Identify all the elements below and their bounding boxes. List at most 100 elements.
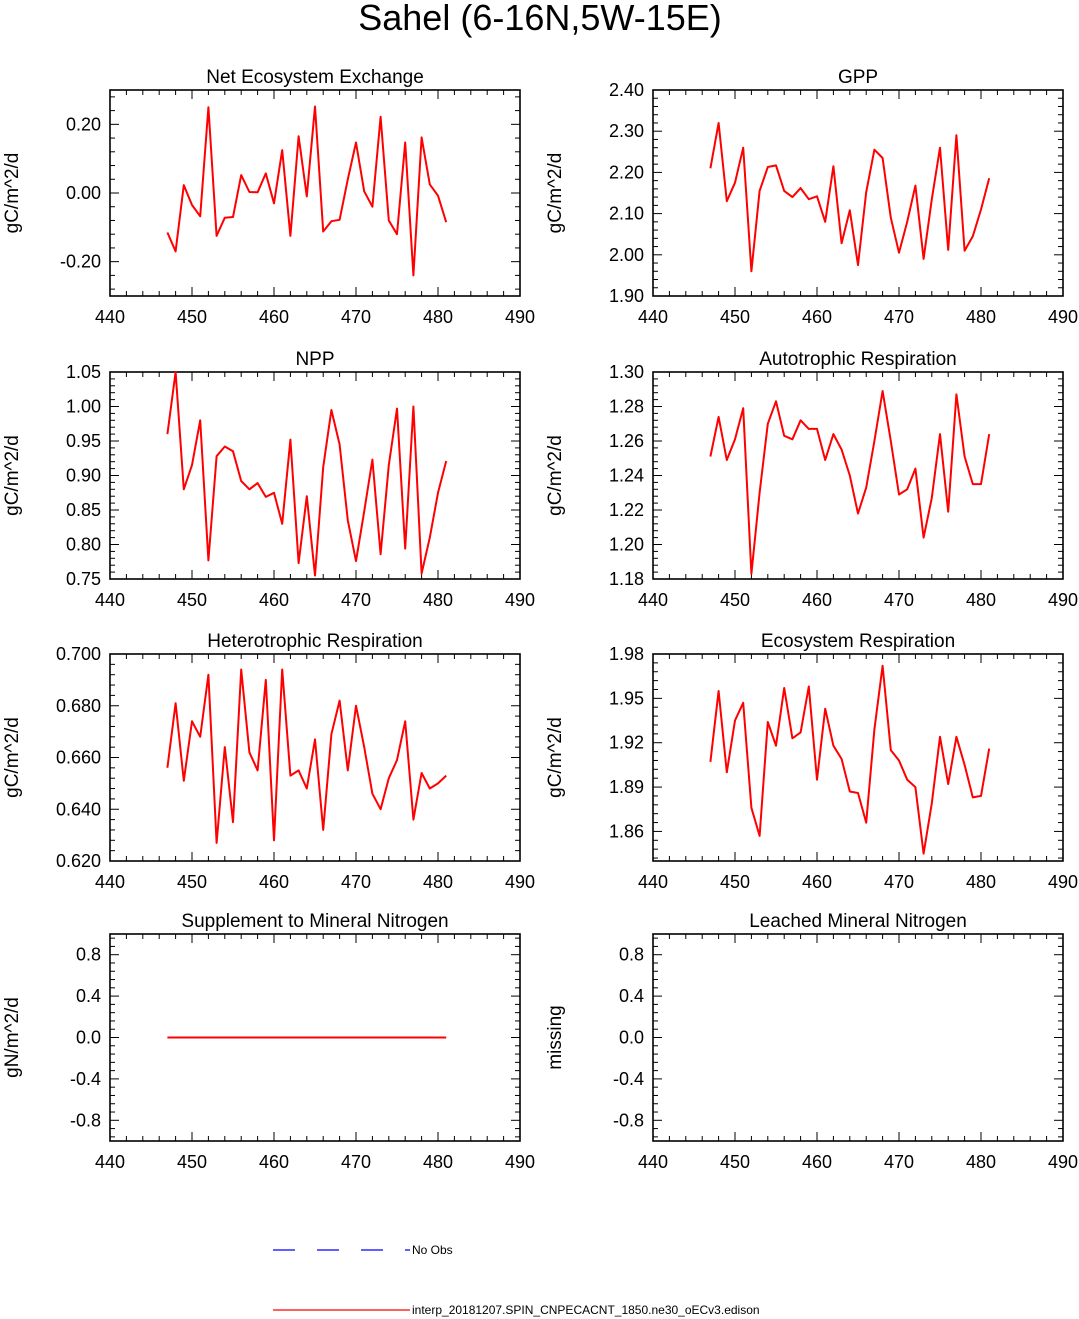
y-tick-label: 0.680 bbox=[56, 696, 101, 716]
x-tick-label: 490 bbox=[1048, 1152, 1078, 1172]
y-tick-label: 1.28 bbox=[609, 397, 644, 417]
y-tick-label: 0.75 bbox=[66, 569, 101, 589]
panel-4: Autotrophic Respiration 440 450 460 470 480 49… bbox=[545, 349, 1078, 610]
panel-title: Heterotrophic Respiration bbox=[207, 631, 422, 652]
panel-title: Autotrophic Respiration bbox=[759, 349, 957, 370]
x-tick-label: 480 bbox=[966, 872, 996, 892]
y-tick-label: 1.22 bbox=[609, 500, 644, 520]
x-tick-label: 440 bbox=[95, 872, 125, 892]
series-line bbox=[709, 390, 991, 575]
y-tick-label: 0.20 bbox=[66, 114, 101, 134]
y-axis-label: gC/m^2/d bbox=[545, 717, 566, 798]
y-axis-label: gC/m^2/d bbox=[2, 153, 23, 234]
y-tick-label: 0.85 bbox=[66, 500, 101, 520]
x-tick-label: 450 bbox=[177, 590, 207, 610]
y-tick-label: 0.8 bbox=[619, 945, 644, 965]
series-line bbox=[709, 122, 991, 273]
x-tick-label: 480 bbox=[423, 872, 453, 892]
x-tick-label: 440 bbox=[95, 1152, 125, 1172]
y-tick-label: 2.40 bbox=[609, 80, 644, 100]
panel-5: Heterotrophic Respiration 440 450 460 470 480… bbox=[2, 631, 535, 892]
x-tick-label: 470 bbox=[884, 872, 914, 892]
panel-title: Ecosystem Respiration bbox=[761, 631, 955, 652]
x-tick-label: 470 bbox=[884, 590, 914, 610]
plot-frame bbox=[652, 371, 1064, 580]
y-tick-label: 2.00 bbox=[609, 245, 644, 265]
legend: No Obs interp_20181207.SPIN_CNPECACNT_18… bbox=[273, 1243, 760, 1317]
y-tick-label: -0.4 bbox=[613, 1069, 644, 1089]
plot-frame bbox=[652, 653, 1064, 862]
y-tick-label: 1.05 bbox=[66, 362, 101, 382]
y-tick-label: 1.20 bbox=[609, 535, 644, 555]
x-tick-label: 480 bbox=[966, 307, 996, 327]
x-tick-label: 480 bbox=[423, 307, 453, 327]
y-tick-label: 1.98 bbox=[609, 644, 644, 664]
x-tick-label: 490 bbox=[1048, 307, 1078, 327]
y-tick-label: 0.0 bbox=[76, 1028, 101, 1048]
plot-frame bbox=[652, 89, 1064, 297]
x-tick-label: 460 bbox=[802, 872, 832, 892]
y-tick-label: 2.30 bbox=[609, 121, 644, 141]
y-tick-label: 2.20 bbox=[609, 162, 644, 182]
y-tick-label: 1.86 bbox=[609, 821, 644, 841]
panel-title: Supplement to Mineral Nitrogen bbox=[181, 911, 448, 932]
x-tick-label: 460 bbox=[259, 1152, 289, 1172]
panel-title: Net Ecosystem Exchange bbox=[206, 67, 424, 88]
y-tick-label: 0.00 bbox=[66, 183, 101, 203]
x-tick-label: 460 bbox=[259, 307, 289, 327]
y-tick-label: 2.10 bbox=[609, 204, 644, 224]
x-tick-label: 470 bbox=[341, 590, 371, 610]
x-tick-label: 490 bbox=[505, 307, 535, 327]
y-tick-label: 0.80 bbox=[66, 535, 101, 555]
y-axis-label: gC/m^2/d bbox=[2, 717, 23, 798]
x-tick-label: 450 bbox=[720, 872, 750, 892]
y-tick-label: 1.90 bbox=[609, 286, 644, 306]
y-tick-label: 1.30 bbox=[609, 362, 644, 382]
x-tick-label: 460 bbox=[259, 872, 289, 892]
panel-6: Ecosystem Respiration 440 450 460 470 480 490 1… bbox=[545, 631, 1078, 892]
series-line bbox=[166, 105, 448, 277]
legend-obs-label: No Obs bbox=[412, 1243, 453, 1257]
x-tick-label: 460 bbox=[802, 590, 832, 610]
series-line bbox=[709, 664, 991, 855]
panel-7: Supplement to Mineral Nitrogen 440 450 460 4… bbox=[2, 911, 535, 1172]
series-line bbox=[166, 371, 448, 577]
x-tick-label: 470 bbox=[341, 307, 371, 327]
y-tick-label: 0.0 bbox=[619, 1028, 644, 1048]
x-tick-label: 450 bbox=[720, 1152, 750, 1172]
x-tick-label: 450 bbox=[177, 307, 207, 327]
y-axis-label: gC/m^2/d bbox=[545, 435, 566, 516]
x-tick-label: 440 bbox=[95, 307, 125, 327]
series-line bbox=[166, 668, 447, 844]
x-tick-label: 440 bbox=[638, 590, 668, 610]
x-tick-label: 470 bbox=[884, 1152, 914, 1172]
plot-frame bbox=[109, 653, 521, 862]
x-tick-label: 450 bbox=[720, 307, 750, 327]
plot-frame bbox=[652, 933, 1064, 1142]
y-tick-label: 1.95 bbox=[609, 688, 644, 708]
y-tick-label: 0.620 bbox=[56, 851, 101, 871]
y-tick-label: 1.89 bbox=[609, 777, 644, 797]
x-tick-label: 480 bbox=[423, 590, 453, 610]
y-axis-label: missing bbox=[545, 1005, 566, 1069]
panel-3: NPP 440 450 460 470 480 490 0.75 0.80 0.85 0.90 0.9… bbox=[2, 349, 535, 610]
x-tick-label: 480 bbox=[423, 1152, 453, 1172]
y-tick-label: 0.95 bbox=[66, 431, 101, 451]
panel-title: Leached Mineral Nitrogen bbox=[749, 911, 967, 932]
y-axis-label: gN/m^2/d bbox=[2, 997, 23, 1078]
x-tick-label: 480 bbox=[966, 590, 996, 610]
y-tick-label: 1.24 bbox=[609, 466, 644, 486]
x-tick-label: 460 bbox=[802, 1152, 832, 1172]
y-tick-label: 0.660 bbox=[56, 748, 101, 768]
y-tick-label: -0.8 bbox=[70, 1110, 101, 1130]
x-tick-label: 470 bbox=[341, 1152, 371, 1172]
panel-8: Leached Mineral Nitrogen 440 450 460 470 480 4… bbox=[545, 911, 1078, 1172]
x-tick-label: 460 bbox=[802, 307, 832, 327]
y-axis-label: gC/m^2/d bbox=[2, 435, 23, 516]
y-tick-label: 0.700 bbox=[56, 644, 101, 664]
y-tick-label: 1.00 bbox=[66, 397, 101, 417]
y-tick-label: -0.20 bbox=[60, 252, 101, 272]
x-tick-label: 440 bbox=[638, 1152, 668, 1172]
y-tick-label: 1.92 bbox=[609, 733, 644, 753]
x-tick-label: 470 bbox=[884, 307, 914, 327]
